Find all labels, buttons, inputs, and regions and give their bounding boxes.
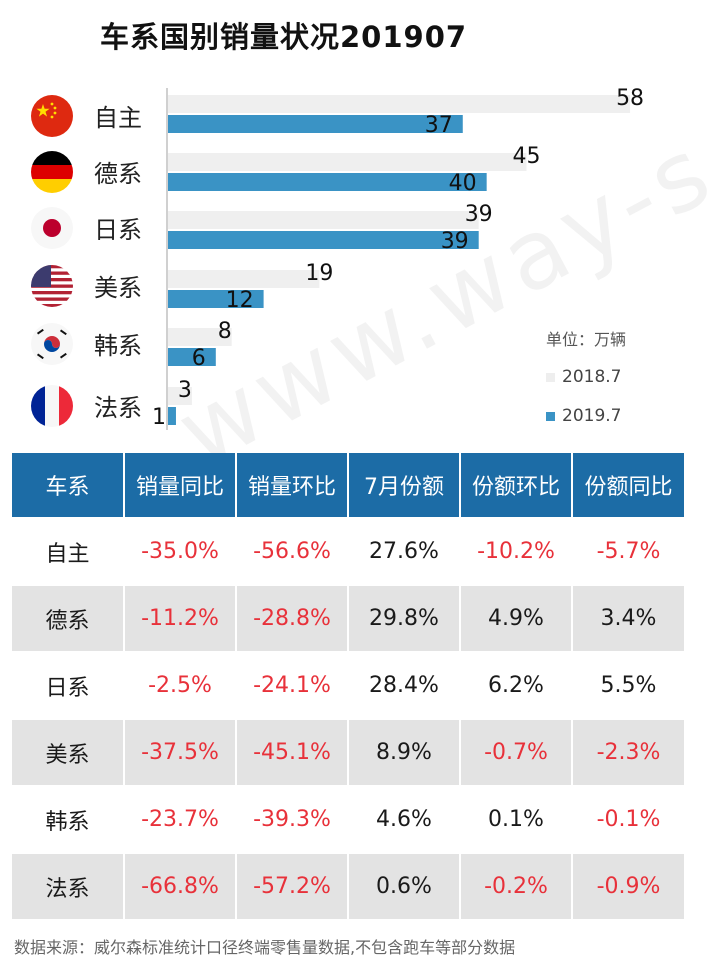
data-label-2019: 37: [425, 113, 453, 138]
legend-label-2019: 2019.7: [562, 406, 622, 426]
table-cell: -0.9%: [572, 852, 684, 919]
table-cell: -57.2%: [236, 852, 349, 919]
table-cell: 4.6%: [348, 785, 461, 853]
data-label-2018: 45: [513, 144, 541, 169]
table-cell: -35.0%: [124, 517, 237, 585]
france-flag-icon: [31, 385, 73, 427]
table-cell: -11.2%: [124, 584, 237, 652]
data-label-2019: 40: [449, 171, 477, 196]
table-cell: 0.1%: [460, 785, 573, 853]
table-cell: -2.3%: [572, 718, 684, 786]
bar-2018: [168, 387, 192, 405]
bar-2018: [168, 328, 232, 346]
data-label-2018: 39: [465, 202, 493, 227]
table-cell: -0.2%: [460, 852, 573, 919]
data-label-2018: 58: [616, 86, 644, 111]
table-cell: -5.7%: [572, 517, 684, 585]
category-label: 日系: [94, 216, 142, 244]
legend-2018: 2018.7: [546, 367, 621, 387]
table-row: 德系 -11.2% -28.8% 29.8% 4.9% 3.4%: [12, 584, 684, 652]
col-header: 车系: [12, 453, 125, 518]
china-flag-icon: [31, 95, 73, 137]
legend-swatch-2018: [546, 372, 555, 382]
category-label: 自主: [94, 104, 142, 132]
table-cell: 29.8%: [348, 584, 461, 652]
row-label: 美系: [12, 718, 125, 786]
row-label: 日系: [12, 651, 125, 719]
bar-2018: [168, 153, 527, 171]
japan-flag-icon: [31, 207, 73, 249]
table-cell: 4.9%: [460, 584, 573, 652]
source-note: 数据来源：威尔森标准统计口径终端零售量数据,不包含跑车等部分数据: [14, 938, 516, 957]
bar-2019: [168, 290, 264, 308]
category-label: 法系: [94, 394, 142, 422]
table-cell: -56.6%: [236, 517, 349, 585]
row-label: 法系: [12, 852, 125, 919]
table-cell: -10.2%: [460, 517, 573, 585]
table-header-row: 车系 销量同比 销量环比 7月份额 份额环比 份额同比: [12, 453, 684, 518]
legend-2019: 2019.7: [546, 406, 621, 426]
data-label-2019: 1: [152, 405, 166, 430]
unit-label: 单位：万辆: [546, 330, 627, 349]
table-row: 日系 -2.5% -24.1% 28.4% 6.2% 5.5%: [12, 651, 684, 719]
table-cell: -0.7%: [460, 718, 573, 786]
data-label-2018: 8: [218, 319, 232, 344]
table-row: 韩系 -23.7% -39.3% 4.6% 0.1% -0.1%: [12, 785, 684, 853]
bar-2018: [168, 270, 320, 288]
bar-2019: [168, 348, 216, 366]
table-cell: -28.8%: [236, 584, 349, 652]
stats-table: 车系 销量同比 销量环比 7月份额 份额环比 份额同比 自主 -35.0% -56.…: [12, 453, 684, 919]
usa-flag-icon: [31, 265, 73, 307]
table-cell: -37.5%: [124, 718, 237, 786]
bar-2019: [168, 231, 479, 249]
data-label-2018: 3: [178, 378, 192, 403]
col-header: 7月份额: [348, 453, 461, 518]
col-header: 销量同比: [124, 453, 237, 518]
bar-2018: [168, 95, 631, 113]
table-cell: -2.5%: [124, 651, 237, 719]
category-label: 美系: [94, 274, 142, 302]
col-header: 份额同比: [572, 453, 684, 518]
legend-swatch-2019: [546, 411, 555, 421]
row-label: 自主: [12, 517, 125, 585]
table-cell: 27.6%: [348, 517, 461, 585]
col-header: 销量环比: [236, 453, 349, 518]
germany-flag-icon: [31, 151, 73, 193]
col-header: 份额环比: [460, 453, 573, 518]
table-cell: -66.8%: [124, 852, 237, 919]
legend-label-2018: 2018.7: [562, 367, 622, 387]
bar-2019: [168, 407, 176, 425]
row-label: 德系: [12, 584, 125, 652]
table-cell: 3.4%: [572, 584, 684, 652]
bar-2019: [168, 173, 487, 191]
table-cell: -0.1%: [572, 785, 684, 853]
table-cell: 8.9%: [348, 718, 461, 786]
table-row: 自主 -35.0% -56.6% 27.6% -10.2% -5.7%: [12, 517, 684, 585]
table-row: 法系 -66.8% -57.2% 0.6% -0.2% -0.9%: [12, 852, 684, 919]
page-title: 车系国别销量状况201907: [100, 20, 468, 54]
row-label: 韩系: [12, 785, 125, 853]
table-cell: -45.1%: [236, 718, 349, 786]
table-cell: 28.4%: [348, 651, 461, 719]
table-row: 美系 -37.5% -45.1% 8.9% -0.7% -2.3%: [12, 718, 684, 786]
table-cell: 5.5%: [572, 651, 684, 719]
data-label-2018: 19: [305, 261, 333, 286]
category-label: 德系: [94, 160, 142, 188]
table-cell: 6.2%: [460, 651, 573, 719]
category-label: 韩系: [94, 332, 142, 360]
korea-flag-icon: [31, 323, 73, 365]
table-cell: -39.3%: [236, 785, 349, 853]
data-label-2019: 39: [441, 229, 469, 254]
data-label-2019: 6: [192, 346, 206, 371]
table-cell: 0.6%: [348, 852, 461, 919]
table-cell: -24.1%: [236, 651, 349, 719]
data-label-2019: 12: [226, 288, 254, 313]
bar-2019: [168, 115, 463, 133]
table-cell: -23.7%: [124, 785, 237, 853]
bar-2018: [168, 211, 479, 229]
